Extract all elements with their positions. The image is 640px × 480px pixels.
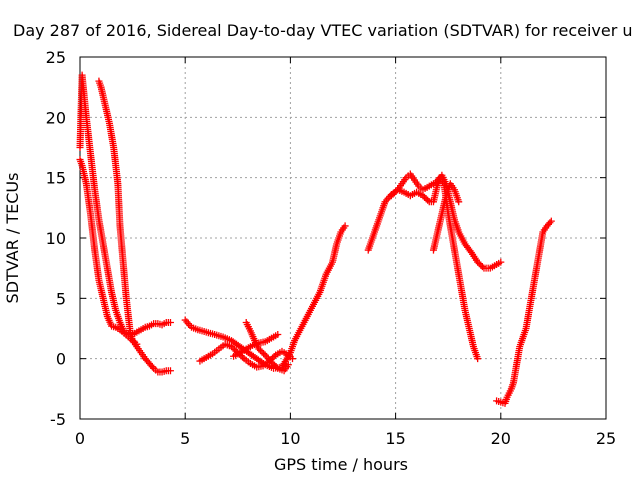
data-point <box>258 348 266 356</box>
x-tick-label: 0 <box>75 429 85 448</box>
data-point <box>271 361 279 369</box>
data-point <box>422 195 430 203</box>
data-point <box>475 260 483 268</box>
y-axis-title: SDTVAR / TECUs <box>3 173 22 304</box>
series-1 <box>76 71 174 339</box>
data-point <box>133 340 141 348</box>
y-tick-label: 25 <box>46 48 66 67</box>
data-point <box>284 361 292 369</box>
data-point <box>547 217 555 225</box>
data-point <box>474 355 482 363</box>
axis-ticks <box>79 56 607 420</box>
data-point <box>421 193 429 201</box>
series-7 <box>230 331 282 360</box>
data-point <box>148 363 156 371</box>
data-point <box>387 192 395 200</box>
data-point <box>267 358 275 366</box>
data-point <box>270 353 278 361</box>
series-4 <box>181 222 349 372</box>
y-tick-label: -5 <box>50 410 66 429</box>
data-point <box>229 344 237 352</box>
y-tick-label: 10 <box>46 229 66 248</box>
plot-frame <box>79 56 607 420</box>
series-3 <box>95 77 141 348</box>
y-tick-label: 0 <box>56 350 66 369</box>
data-marks <box>76 71 555 407</box>
series-6 <box>242 318 292 375</box>
data-point <box>231 346 239 354</box>
data-point <box>546 219 554 227</box>
data-point <box>478 263 486 271</box>
data-point <box>227 343 235 351</box>
chart-title: Day 287 of 2016, Sidereal Day-to-day VTE… <box>13 21 633 40</box>
data-point <box>260 350 268 358</box>
data-point <box>389 190 397 198</box>
data-point <box>497 258 505 266</box>
data-point <box>274 331 282 339</box>
data-point <box>391 189 399 197</box>
data-point <box>424 196 432 204</box>
x-tick-label: 15 <box>385 429 405 448</box>
grid <box>80 57 606 419</box>
x-axis-title: GPS time / hours <box>274 455 408 474</box>
data-point <box>477 261 485 269</box>
x-tick-label: 10 <box>280 429 300 448</box>
y-tick-label: 5 <box>56 289 66 308</box>
data-point <box>455 198 463 206</box>
data-point <box>474 258 482 266</box>
y-tick-label: 20 <box>46 108 66 127</box>
x-tick-label: 25 <box>596 429 616 448</box>
data-point <box>272 363 280 371</box>
series-10 <box>429 180 463 254</box>
series-11 <box>493 217 555 407</box>
data-point <box>256 347 264 355</box>
series-9 <box>387 171 505 272</box>
data-point <box>341 222 349 230</box>
y-tick-label: 15 <box>46 169 66 188</box>
data-point <box>269 360 277 368</box>
x-tick-label: 5 <box>180 429 190 448</box>
data-point <box>166 318 174 326</box>
data-point <box>255 345 263 353</box>
series-5 <box>196 340 297 371</box>
data-point <box>419 192 427 200</box>
x-tick-label: 20 <box>491 429 511 448</box>
data-point <box>166 367 174 375</box>
data-point <box>289 355 297 363</box>
tick-labels: 0 5 10 15 20 25 -5 0 5 10 15 20 25 <box>46 48 617 448</box>
